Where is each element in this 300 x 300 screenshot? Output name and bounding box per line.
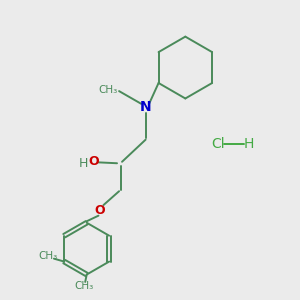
Text: CH₃: CH₃ xyxy=(98,85,118,94)
Text: H: H xyxy=(79,157,88,170)
Text: N: N xyxy=(140,100,152,114)
Text: Cl: Cl xyxy=(211,137,224,151)
Text: CH₃: CH₃ xyxy=(38,251,58,261)
Text: H: H xyxy=(244,137,254,151)
Text: O: O xyxy=(89,155,99,168)
Text: O: O xyxy=(94,204,105,217)
Text: CH₃: CH₃ xyxy=(74,281,93,291)
